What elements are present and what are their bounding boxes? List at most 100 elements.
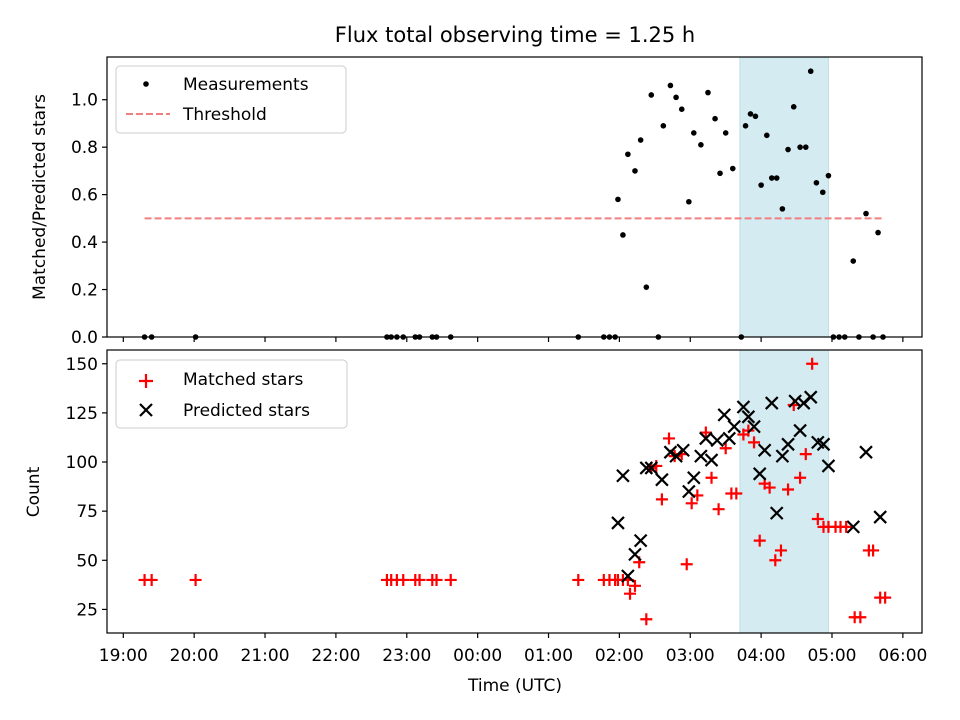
measurement-point: [660, 123, 667, 129]
matched-stars-point: [712, 503, 725, 516]
predicted-stars-point: [633, 533, 648, 548]
matched-stars-point: [774, 544, 787, 557]
matched-stars-point: [840, 520, 853, 533]
matched-stars-point: [719, 442, 732, 455]
predicted-stars-point: [859, 445, 873, 459]
matched-stars-point: [769, 554, 782, 567]
plot-frame: [106, 349, 923, 634]
predicted-stars-point: [846, 520, 861, 534]
bottom-panel: 25 50 75 100 125 150 19:00 20:00 21:00 22:00 23:0…: [24, 349, 927, 696]
y-axis-label: Count: [24, 466, 44, 517]
measurement-points: [141, 68, 886, 340]
matched-stars-point: [867, 544, 880, 557]
legend-label-threshold: Threshold: [182, 105, 267, 125]
predicted-stars-point: [775, 449, 790, 463]
legend-box: [115, 65, 347, 134]
measurement-point: [790, 104, 797, 110]
matched-stars-point: [430, 573, 443, 586]
y-axis-ticks: 25 50 75 100 125 150: [66, 355, 107, 620]
matched-stars-point: [699, 426, 712, 439]
measurement-point: [632, 168, 638, 174]
matched-stars-point: [811, 513, 824, 526]
y-tick-label: 25: [76, 600, 98, 620]
x-axis-label: Time (UTC): [467, 676, 562, 696]
measurement-point: [747, 111, 754, 117]
legend-marker-matched: [139, 374, 153, 388]
predicted-stars-point: [747, 419, 761, 434]
x-tick-label: 20:00: [170, 646, 219, 666]
measurement-point: [643, 284, 650, 290]
y-tick-label: 125: [66, 404, 98, 424]
y-tick-label: 0.8: [71, 138, 98, 158]
predicted-stars-point: [781, 437, 795, 452]
measurement-point: [615, 196, 621, 203]
y-axis-label: Matched/Predicted stars: [30, 94, 50, 300]
matched-stars-point: [624, 587, 637, 600]
measurement-point: [722, 130, 729, 136]
y-axis-ticks: 0.0 0.2 0.4 0.6 0.8 1.0: [71, 91, 107, 348]
predicted-stars-point: [722, 431, 737, 446]
matched-stars-point: [145, 573, 158, 586]
predicted-stars-point: [816, 437, 831, 452]
x-tick-label: 19:00: [99, 646, 148, 666]
measurement-point: [850, 258, 857, 264]
matched-stars-point: [806, 357, 819, 370]
measurement-point: [763, 132, 770, 139]
predicted-stars-point: [621, 569, 635, 583]
matched-stars-point: [680, 558, 693, 571]
predicted-stars-point: [663, 445, 678, 459]
measurement-point: [742, 123, 749, 129]
predicted-stars-point: [741, 410, 756, 424]
predicted-stars-point: [793, 423, 807, 438]
matched-stars-point: [397, 573, 410, 586]
matched-stars-point: [799, 448, 812, 461]
measurement-point: [673, 94, 679, 101]
measurement-point: [637, 137, 644, 143]
x-tick-label: 00:00: [453, 646, 502, 666]
measurement-point: [686, 198, 692, 205]
plot-frame: [106, 56, 923, 338]
y-tick-label: 150: [66, 355, 98, 375]
predicted-stars-point: [757, 443, 772, 458]
predicted-stars-point: [710, 433, 724, 448]
measurement-point: [802, 144, 809, 150]
matched-stars-point: [572, 573, 585, 586]
x-axis-ticks: [122, 337, 904, 342]
legend: Matched stars Predicted stars: [115, 359, 348, 429]
y-tick-label: 100: [66, 453, 98, 473]
measurement-point: [691, 130, 697, 136]
measurement-point: [678, 106, 685, 113]
matched-stars-point: [763, 481, 776, 494]
matched-stars-point: [730, 487, 743, 500]
matched-stars-point: [782, 483, 795, 496]
x-tick-label: 01:00: [524, 646, 573, 666]
matched-stars-point: [794, 471, 807, 484]
x-tick-label: 02:00: [595, 646, 644, 666]
chart-title: Flux total observing time = 1.25 h: [335, 23, 695, 47]
measurement-point: [768, 175, 775, 181]
measurement-point: [717, 170, 723, 177]
count-points: [138, 357, 892, 626]
x-tick-label: 03:00: [666, 646, 715, 666]
predicted-stars-point: [611, 516, 625, 530]
predicted-stars-point: [704, 453, 719, 467]
shaded-interval: [739, 56, 829, 338]
shaded-interval: [739, 349, 829, 634]
matched-stars-point: [879, 591, 892, 604]
predicted-stars-point: [682, 484, 696, 499]
predicted-stars-point: [616, 469, 630, 483]
predicted-stars-point: [639, 461, 654, 475]
predicted-stars-point: [752, 467, 767, 481]
x-tick-label: 23:00: [382, 646, 431, 666]
measurement-point: [712, 115, 718, 122]
matched-stars-point: [655, 493, 668, 506]
matched-stars-point: [748, 436, 761, 449]
measurement-point: [773, 175, 780, 181]
measurement-point: [758, 182, 764, 188]
predicted-stars-point: [676, 443, 690, 458]
measurement-point: [705, 89, 711, 96]
matched-stars-point: [685, 497, 698, 510]
predicted-stars-point: [699, 431, 713, 446]
matched-stars-point: [413, 573, 426, 586]
